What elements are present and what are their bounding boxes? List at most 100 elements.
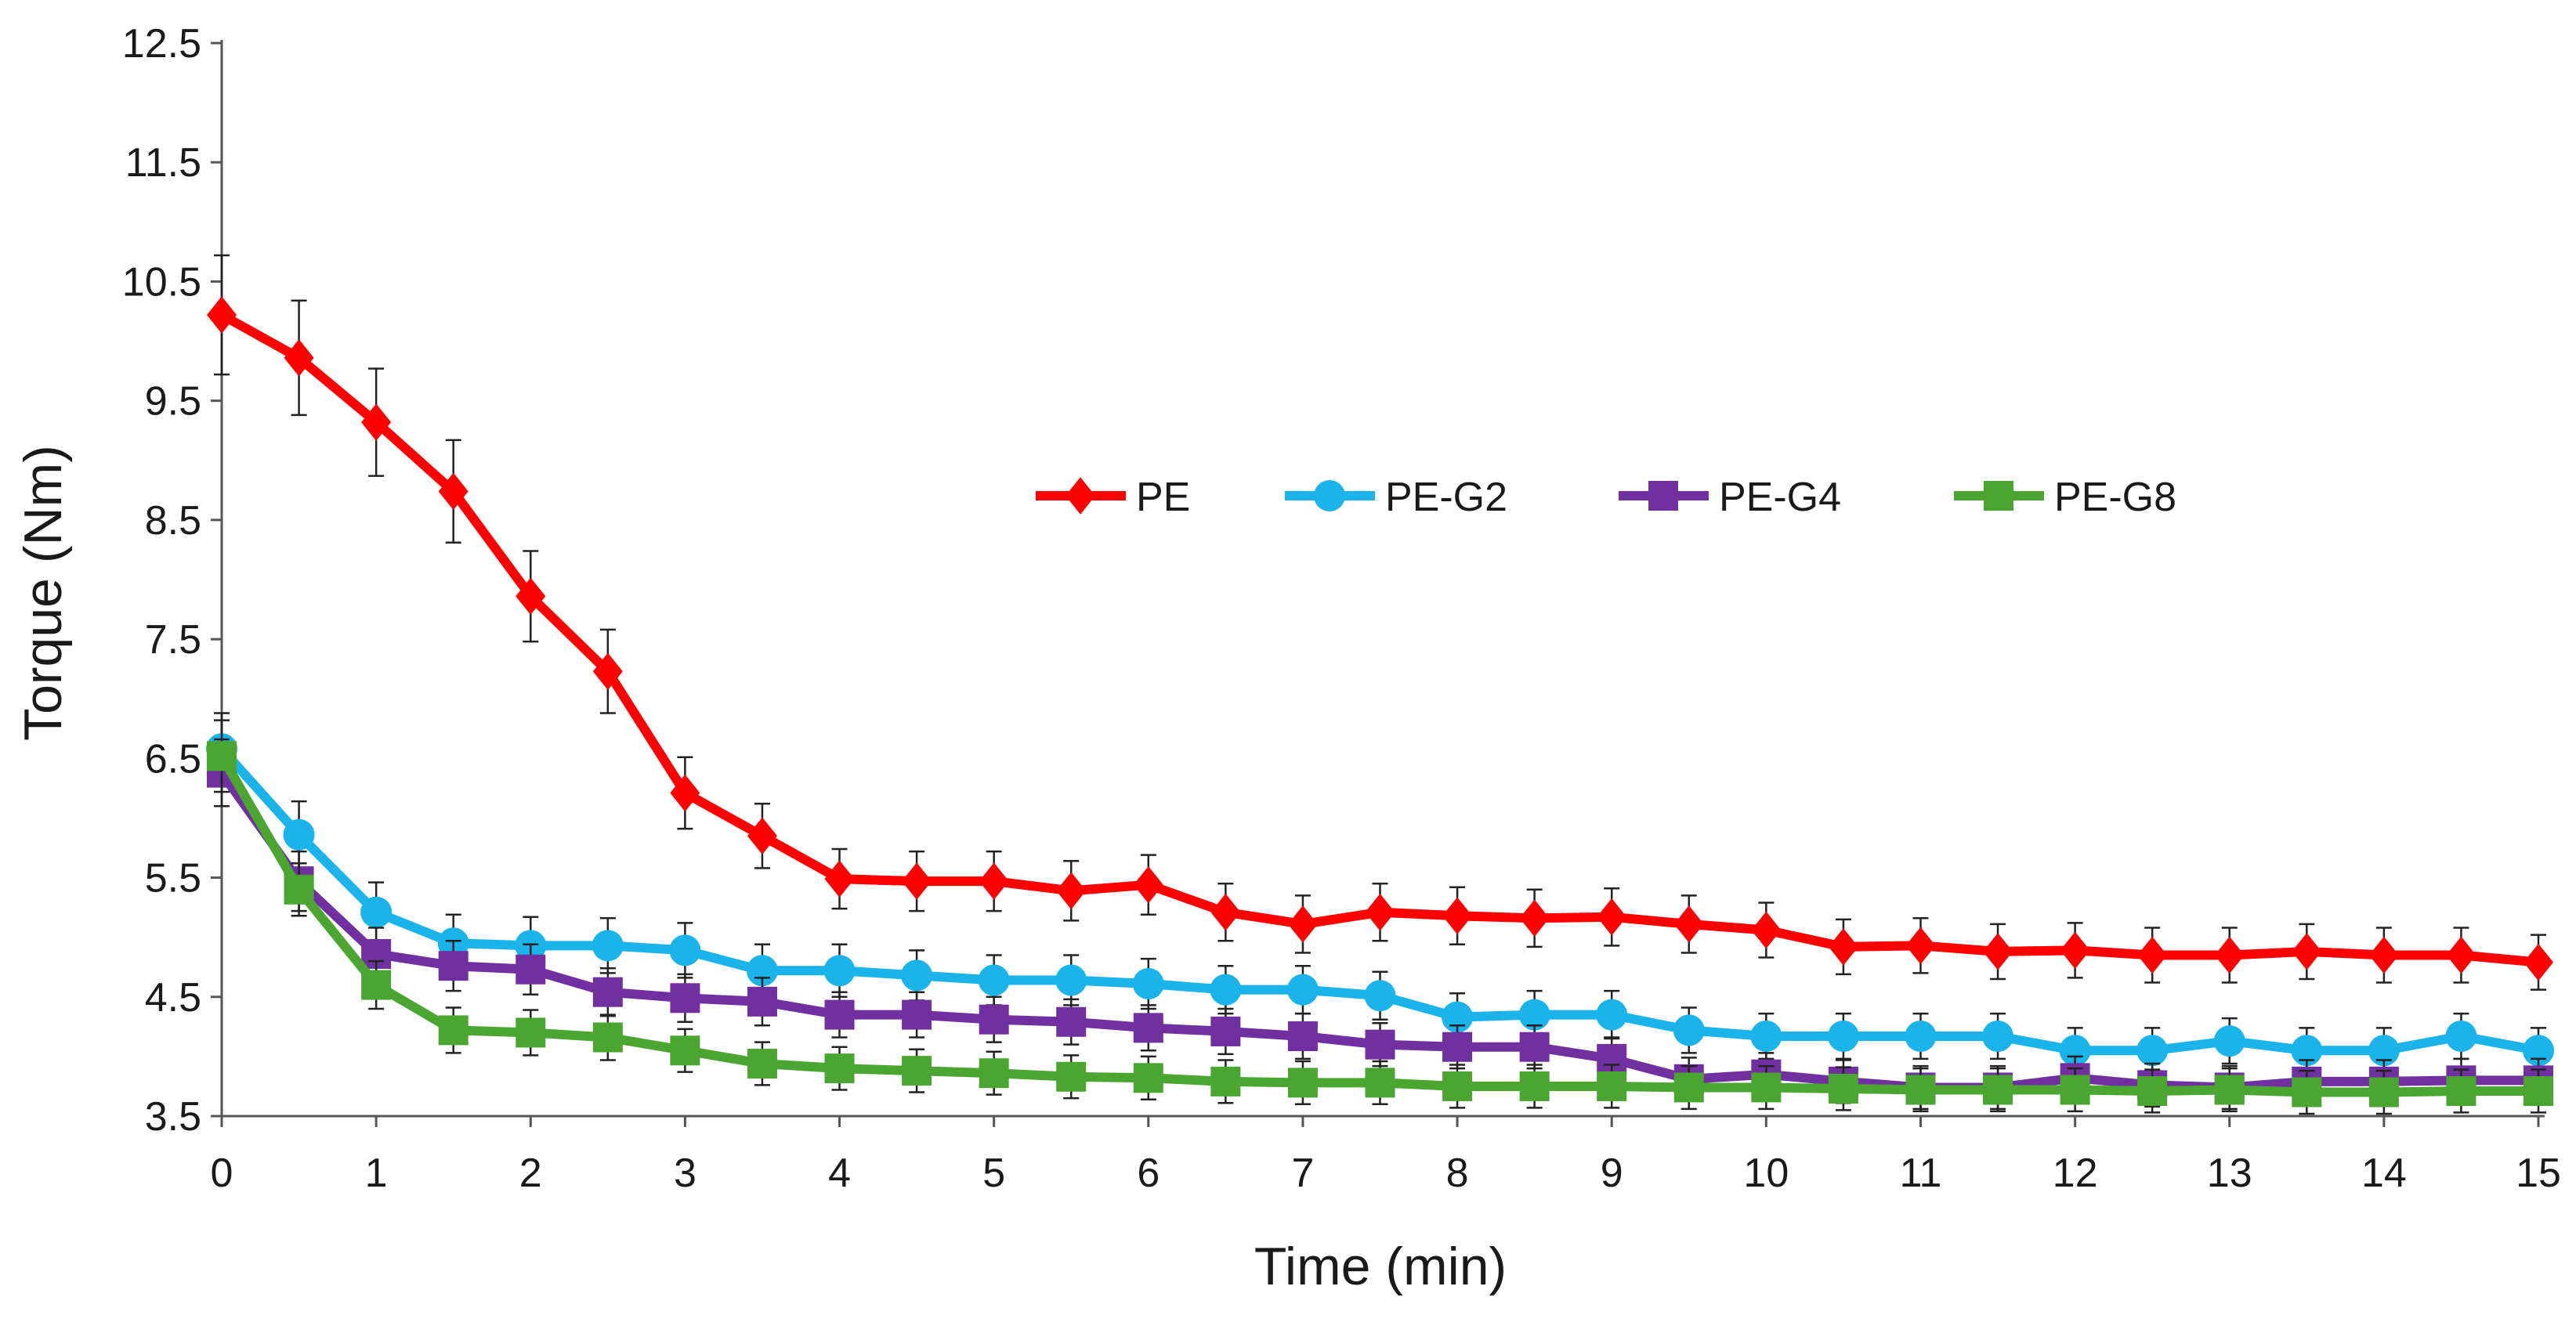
data-point bbox=[1518, 999, 1550, 1031]
data-point bbox=[1519, 899, 1550, 938]
data-point bbox=[670, 774, 700, 812]
y-tick-label: 8.5 bbox=[145, 498, 201, 544]
legend-marker bbox=[1984, 481, 2013, 511]
legend: PE PE-G2 PE-G4 PE-G8 bbox=[1036, 475, 2176, 520]
x-tick-label: 11 bbox=[1899, 1151, 1941, 1196]
data-point bbox=[2214, 1075, 2245, 1105]
data-point bbox=[2291, 1035, 2323, 1067]
x-tick-label: 3 bbox=[674, 1151, 696, 1196]
data-point bbox=[1982, 1021, 2014, 1053]
data-point bbox=[592, 977, 623, 1007]
data-point bbox=[1751, 1072, 1782, 1103]
legend-marker bbox=[1065, 477, 1095, 515]
legend-item: PE-G4 bbox=[1619, 475, 1841, 520]
data-point bbox=[1210, 974, 1242, 1006]
data-point bbox=[516, 1017, 546, 1048]
data-point bbox=[1828, 1073, 1858, 1104]
data-point bbox=[592, 1022, 623, 1053]
legend-label: PE-G2 bbox=[1385, 475, 1507, 520]
data-point bbox=[2524, 943, 2553, 981]
y-tick-label: 12.5 bbox=[122, 21, 201, 67]
data-point bbox=[747, 1049, 777, 1079]
data-point bbox=[2368, 936, 2399, 974]
data-point bbox=[1673, 1072, 1704, 1103]
data-point bbox=[1983, 933, 2013, 970]
data-point bbox=[2368, 1077, 2399, 1107]
x-tick-label: 13 bbox=[2207, 1151, 2252, 1196]
data-point bbox=[1751, 911, 1782, 949]
x-tick-label: 8 bbox=[1446, 1151, 1469, 1196]
x-tick-label: 2 bbox=[519, 1151, 542, 1196]
data-point bbox=[1287, 905, 1318, 943]
data-point bbox=[438, 1015, 469, 1046]
data-point bbox=[360, 896, 393, 928]
data-point bbox=[1210, 1016, 1241, 1046]
data-point bbox=[1442, 1071, 1473, 1101]
data-point bbox=[2445, 1021, 2477, 1053]
data-point bbox=[824, 999, 855, 1030]
x-axis-title: Time (min) bbox=[1254, 1237, 1507, 1296]
x-tick-label: 14 bbox=[2361, 1151, 2407, 1196]
data-point bbox=[1210, 893, 1241, 931]
data-point bbox=[902, 1056, 932, 1086]
data-point bbox=[2368, 1035, 2400, 1067]
data-point bbox=[1673, 1014, 1705, 1046]
y-tick-label: 11.5 bbox=[125, 140, 201, 186]
x-tick-label: 0 bbox=[211, 1151, 233, 1196]
data-point bbox=[1596, 999, 1628, 1031]
data-point bbox=[2136, 1035, 2169, 1067]
data-point bbox=[1519, 1032, 1550, 1062]
y-tick-label: 5.5 bbox=[145, 856, 201, 901]
data-point bbox=[592, 652, 623, 690]
data-point bbox=[1286, 974, 1319, 1006]
data-point bbox=[1827, 1021, 1859, 1053]
data-point bbox=[438, 951, 469, 981]
data-point bbox=[1287, 1021, 1318, 1052]
data-point bbox=[1133, 1013, 1163, 1043]
y-tick-label: 4.5 bbox=[145, 975, 201, 1021]
legend-marker bbox=[1314, 480, 1345, 511]
data-point bbox=[2524, 1076, 2553, 1107]
legend-label: PE bbox=[1136, 475, 1190, 520]
x-tick-label: 5 bbox=[982, 1151, 1005, 1196]
data-point bbox=[1287, 1068, 1318, 1098]
data-point bbox=[1365, 1068, 1395, 1098]
data-point bbox=[361, 970, 392, 1000]
series-pe-g8 bbox=[207, 719, 2553, 1115]
y-tick-label: 6.5 bbox=[145, 736, 201, 782]
data-point bbox=[592, 930, 624, 962]
data-point bbox=[207, 296, 237, 334]
data-point bbox=[823, 955, 856, 987]
data-point bbox=[1519, 1071, 1550, 1101]
data-point bbox=[438, 472, 469, 511]
data-point bbox=[669, 934, 701, 966]
data-point bbox=[1056, 1061, 1087, 1092]
data-point bbox=[1828, 928, 1858, 966]
data-point bbox=[1983, 1075, 2013, 1105]
y-tick-label: 10.5 bbox=[122, 259, 201, 305]
data-point bbox=[1210, 1066, 1241, 1097]
legend-label: PE-G4 bbox=[1719, 475, 1841, 520]
legend-marker bbox=[1648, 481, 1678, 511]
data-point bbox=[516, 577, 546, 616]
tick-labels: 3.54.55.56.57.58.59.510.511.512.50 1 2 3 4 5 6… bbox=[122, 21, 2561, 1196]
y-axis-title: Torque (Nm) bbox=[13, 445, 73, 741]
data-point bbox=[1056, 872, 1087, 910]
data-point bbox=[207, 741, 237, 771]
data-point bbox=[283, 818, 315, 851]
data-point bbox=[1905, 1075, 1936, 1105]
data-point bbox=[979, 1058, 1009, 1089]
x-tick-label: 7 bbox=[1291, 1151, 1314, 1196]
x-tick-label: 15 bbox=[2516, 1151, 2561, 1196]
data-point bbox=[902, 999, 932, 1030]
data-point bbox=[2446, 1076, 2477, 1107]
data-point bbox=[1597, 898, 1627, 936]
series-pe bbox=[207, 254, 2553, 991]
data-point bbox=[1442, 897, 1473, 935]
data-point bbox=[747, 986, 777, 1017]
data-point bbox=[1056, 1006, 1087, 1037]
data-point bbox=[670, 1035, 700, 1066]
data-point bbox=[1905, 927, 1936, 965]
